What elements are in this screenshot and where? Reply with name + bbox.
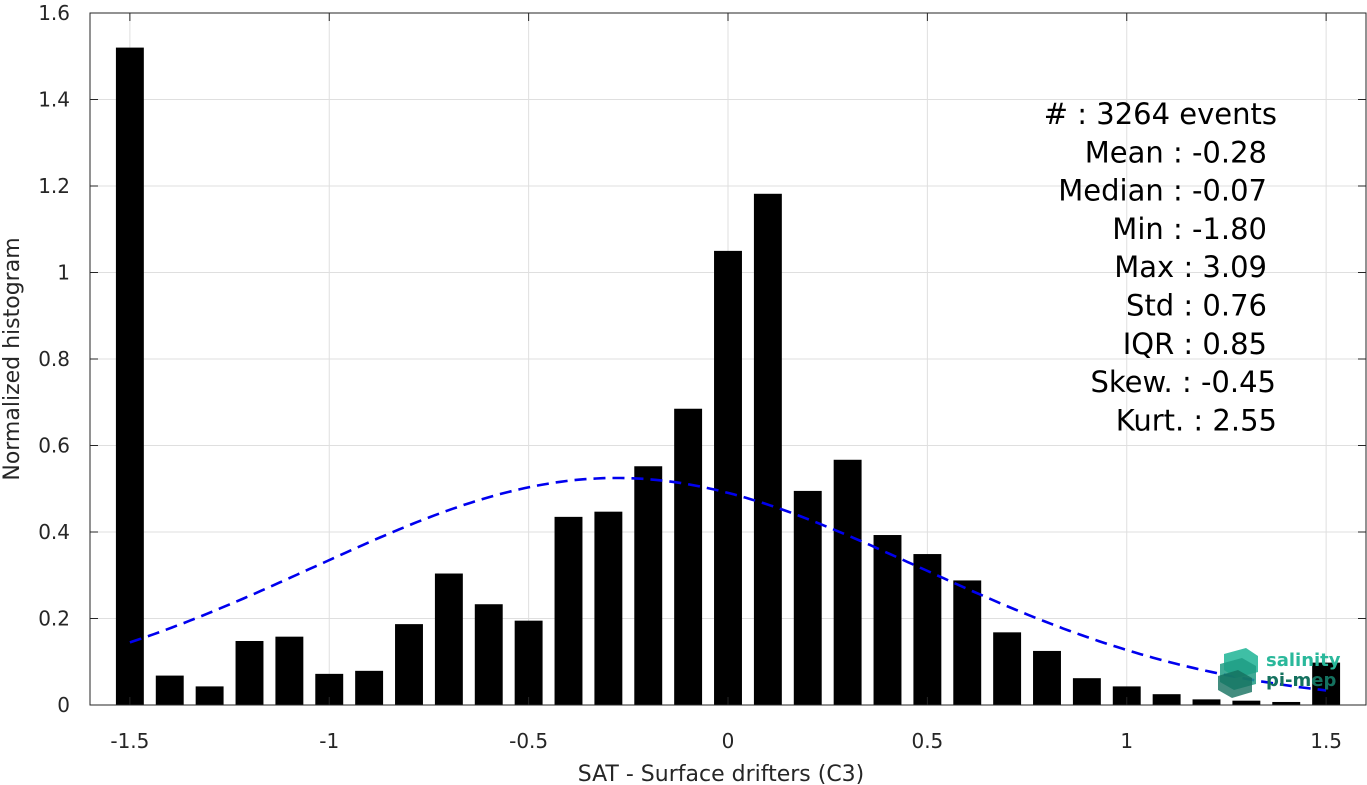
normal-fit-curve <box>129 476 1327 692</box>
histogram-bars <box>115 47 1341 706</box>
histogram-bar <box>275 636 304 705</box>
x-tick-label: 0.5 <box>911 729 943 753</box>
histogram-bar <box>395 624 423 705</box>
histogram-bar <box>514 620 543 705</box>
y-tick-label: 0.8 <box>38 347 70 371</box>
logo-text-salinity: salinity <box>1266 650 1341 671</box>
histogram-bar <box>1152 694 1181 705</box>
stat-line: Skew. : -0.45 <box>1090 365 1276 399</box>
histogram-bar <box>873 535 902 705</box>
histogram-bar <box>355 670 384 705</box>
stat-line: # : 3264 events <box>1044 97 1277 131</box>
logo-text-pi-mep: pi-mep <box>1266 670 1336 691</box>
histogram-bar <box>474 604 503 705</box>
y-axis-label: Normalized histogram <box>0 237 25 480</box>
x-tick-label: 1 <box>1120 729 1133 753</box>
x-tick-labels: -1.5 -1 -0.5 0 0.5 1 1.5 <box>110 729 1342 753</box>
statistics-box: # : 3264 events Mean : -0.28 Median : -0.0… <box>1044 97 1277 437</box>
x-tick-label: -0.5 <box>509 729 548 753</box>
y-tick-label: 1.4 <box>38 88 70 112</box>
stat-line: Min : -1.80 <box>1112 212 1267 246</box>
x-tick-label: -1 <box>319 729 339 753</box>
histogram-bar <box>554 516 583 705</box>
y-tick-label: 1 <box>57 261 70 285</box>
histogram-bar <box>953 580 982 705</box>
x-tick-label: 1.5 <box>1310 729 1342 753</box>
stat-line: Mean : -0.28 <box>1085 135 1267 169</box>
histogram-bar <box>833 459 862 705</box>
histogram-bar <box>674 408 703 705</box>
stat-line: Median : -0.07 <box>1058 174 1267 208</box>
stat-line: Max : 3.09 <box>1114 250 1267 284</box>
histogram-bar <box>155 675 184 705</box>
y-tick-label: 1.6 <box>38 1 70 25</box>
y-tick-label: 1.2 <box>38 174 70 198</box>
histogram-bar <box>235 640 264 705</box>
y-tick-label: 0.4 <box>38 520 70 544</box>
stat-line: Kurt. : 2.55 <box>1116 403 1277 437</box>
salinity-pi-mep-logo: salinity pi-mep <box>1218 648 1341 698</box>
stat-line: Std : 0.76 <box>1126 289 1267 323</box>
y-tick-labels: 0 0.2 0.4 0.6 0.8 1 1.2 1.4 1.6 <box>38 1 70 717</box>
histogram-bar <box>434 573 463 705</box>
stat-line: IQR : 0.85 <box>1123 327 1267 361</box>
axis-ticks <box>90 12 1366 706</box>
y-tick-label: 0.6 <box>38 434 70 458</box>
histogram-bar <box>993 632 1022 705</box>
histogram-bar <box>1272 701 1301 705</box>
histogram-bar <box>1192 699 1221 705</box>
histogram-bar <box>1033 650 1061 705</box>
histogram-bar <box>793 490 822 705</box>
histogram-bar <box>1072 678 1101 705</box>
histogram-bar <box>714 250 742 705</box>
histogram-bar <box>753 193 782 705</box>
histogram-bar <box>634 466 663 705</box>
x-tick-label: -1.5 <box>110 729 149 753</box>
histogram-bar <box>195 686 224 705</box>
histogram-bar <box>913 554 942 705</box>
y-tick-label: 0 <box>57 693 70 717</box>
logo-mark <box>1218 648 1258 698</box>
x-axis-label: SAT - Surface drifters (C3) <box>578 762 865 785</box>
x-tick-label: 0 <box>722 729 735 753</box>
histogram-bar <box>594 511 623 705</box>
histogram-bar <box>1232 700 1261 705</box>
y-tick-label: 0.2 <box>38 607 70 631</box>
histogram-bar <box>1112 686 1141 705</box>
histogram-bar <box>115 47 144 706</box>
